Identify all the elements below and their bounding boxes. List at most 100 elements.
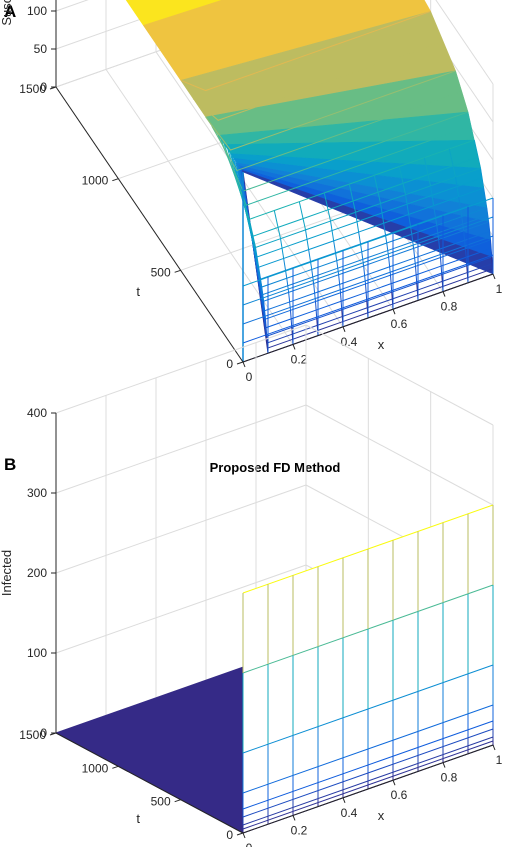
side-wall-grid-line <box>305 404 494 506</box>
t-tick-mark <box>174 269 181 273</box>
surface-mesh-line <box>358 231 363 252</box>
axes: 00.20.40.60.810500100015000100200300400x… <box>0 406 503 847</box>
surface-infected <box>54 504 495 834</box>
x-tick-mark <box>442 291 446 297</box>
surface-front-face <box>242 172 494 363</box>
panel-letter: B <box>4 455 16 474</box>
surface-mesh-line <box>455 176 460 197</box>
t-axis-line <box>55 732 244 834</box>
surface-mesh-line <box>436 225 440 240</box>
t-tick-label: 500 <box>151 265 171 279</box>
x-tick-label: 0.4 <box>341 335 358 349</box>
z-tick-label: 400 <box>27 406 47 420</box>
x-tick-label: 0 <box>246 841 253 847</box>
x-axis-label: x <box>378 337 385 352</box>
surface-mesh-line <box>433 205 438 226</box>
t-tick-label: 500 <box>151 795 171 809</box>
t-tick-label: 1500 <box>19 728 46 742</box>
t-tick-mark <box>112 178 119 182</box>
surface-mesh-line <box>458 196 463 217</box>
back-wall-grid-line <box>55 404 307 494</box>
surface-mesh-line <box>180 10 431 92</box>
t-tick-mark <box>236 832 244 836</box>
x-tick-mark <box>392 309 396 315</box>
x-tick-label: 0.2 <box>291 823 308 837</box>
x-tick-mark <box>342 797 346 803</box>
surface-mesh-line <box>380 203 385 224</box>
surface-mesh-line <box>405 194 410 215</box>
surface-mesh-line <box>490 239 493 258</box>
surface-susceptible <box>125 0 494 363</box>
surface-mesh-line <box>483 187 488 208</box>
x-tick-label: 1 <box>496 282 503 296</box>
panel-a: AProposed FD Method00.20.40.60.810500100… <box>0 0 503 384</box>
surface-mesh-line <box>355 212 360 233</box>
x-tick-label: 0.6 <box>391 317 408 331</box>
x-tick-label: 0 <box>246 370 253 384</box>
surface-mesh-line <box>373 175 382 204</box>
surface-mesh-line <box>361 251 365 267</box>
z-axis-label: Infected <box>0 550 14 596</box>
t-tick-mark <box>174 799 181 803</box>
t-tick-label: 1000 <box>82 761 109 775</box>
surface-mesh-line <box>486 207 490 223</box>
t-tick-label: 1500 <box>19 82 46 96</box>
back-wall-grid-line <box>55 484 307 574</box>
x-tick-label: 0.4 <box>341 806 358 820</box>
surface-mesh-line <box>430 185 435 206</box>
surface-mesh-line <box>273 210 282 239</box>
z-tick-label: 50 <box>34 42 48 56</box>
x-axis-label: x <box>378 808 385 823</box>
x-tick-mark <box>292 344 296 350</box>
surface-mesh-line <box>383 223 388 244</box>
surface-mesh-line <box>255 247 260 268</box>
z-tick-label: 200 <box>27 566 47 580</box>
surface-mesh-line <box>390 275 393 293</box>
surface-mesh-line <box>336 260 340 275</box>
surface-mesh-line <box>333 240 338 261</box>
surface-mesh-line <box>220 125 472 206</box>
surface-mesh-line <box>480 168 485 189</box>
surface-mesh-line <box>340 292 343 310</box>
x-tick-mark <box>392 780 396 786</box>
surface-mesh-line <box>386 242 390 258</box>
x-tick-label: 0.6 <box>391 788 408 802</box>
chart-title: Proposed FD Method <box>210 460 341 475</box>
t-axis-label: t <box>136 284 140 299</box>
surface-mesh-line <box>411 234 415 249</box>
surface-mesh-line <box>415 266 418 284</box>
surface-mesh-line <box>248 219 257 248</box>
surface-mesh-line <box>298 201 307 230</box>
surface-mesh-line <box>261 286 265 302</box>
side-wall-grid-line <box>305 324 494 426</box>
t-axis-label: t <box>136 811 140 826</box>
surface-mesh-line <box>258 267 263 288</box>
x-tick-mark <box>492 744 496 751</box>
surface-mesh-line <box>286 278 290 293</box>
x-tick-label: 0.8 <box>441 300 458 314</box>
surface-mesh-line <box>330 220 335 241</box>
surface-mesh-line <box>448 148 457 178</box>
surface-mesh-line <box>465 248 468 266</box>
side-wall-grid-line <box>435 0 494 85</box>
x-axis-line <box>242 273 494 363</box>
back-wall-grid-line <box>55 324 307 414</box>
x-tick-mark <box>242 832 246 839</box>
x-tick-mark <box>342 326 346 332</box>
surface-mesh-line <box>440 257 443 275</box>
t-axis-line <box>55 86 244 363</box>
t-tick-label: 1000 <box>82 174 109 188</box>
x-tick-mark <box>442 762 446 768</box>
x-tick-mark <box>492 273 496 280</box>
z-axis-label: Susceptible <box>0 0 14 26</box>
x-tick-mark <box>242 361 246 368</box>
x-axis-line <box>242 744 494 834</box>
surface-mesh-line <box>211 90 462 172</box>
z-tick-label: 0 <box>40 726 47 740</box>
surface-mesh-line <box>290 310 293 328</box>
t-tick-label: 0 <box>226 828 233 842</box>
side-wall-grid-line <box>409 0 494 123</box>
z-tick-label: 0 <box>40 80 47 94</box>
surface-patch <box>125 0 223 26</box>
